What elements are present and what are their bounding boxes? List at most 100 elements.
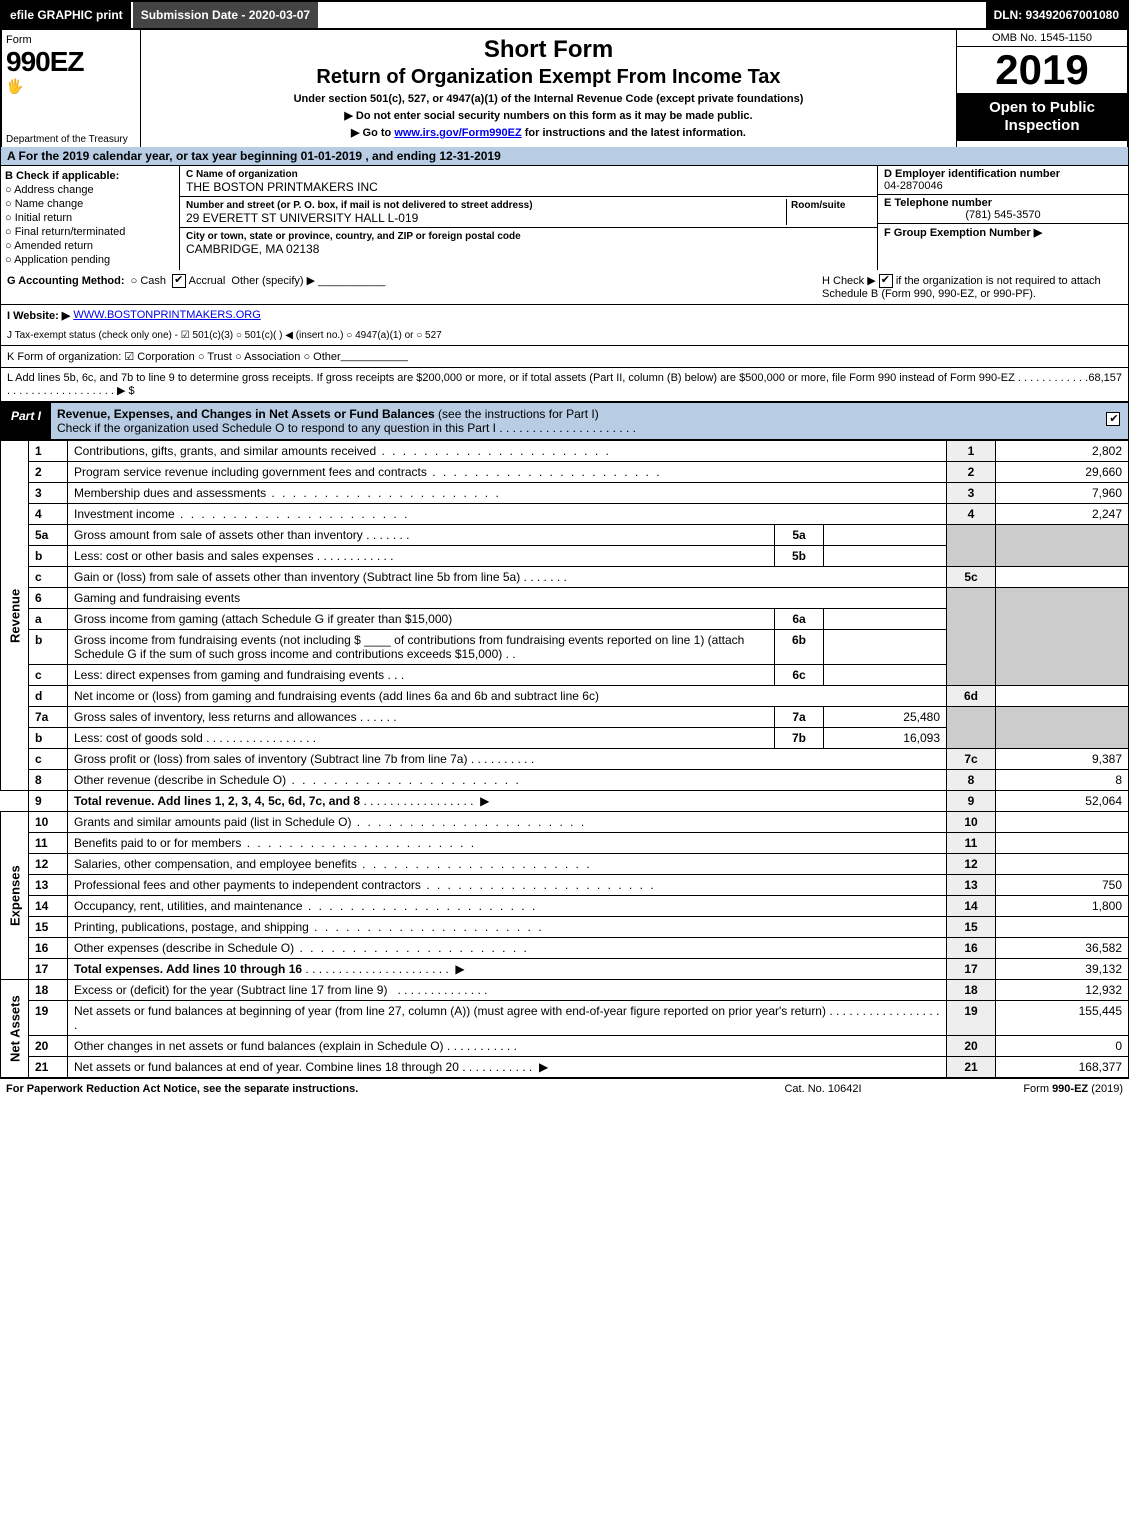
h-label: H Check ▶ xyxy=(822,275,876,287)
c-city-label: City or town, state or province, country… xyxy=(186,231,521,242)
l-text: L Add lines 5b, 6c, and 7b to line 9 to … xyxy=(7,372,1088,397)
l11-value xyxy=(996,833,1129,854)
c-name-label: C Name of organization xyxy=(186,169,298,180)
page-footer: For Paperwork Reduction Act Notice, see … xyxy=(0,1078,1129,1099)
l8-value: 8 xyxy=(996,770,1129,791)
f-group-label: F Group Exemption Number ▶ xyxy=(884,227,1042,239)
l6c-value xyxy=(824,665,947,686)
l21-value: 168,377 xyxy=(996,1057,1129,1078)
l7a-value: 25,480 xyxy=(824,707,947,728)
note-ssn: ▶ Do not enter social security numbers o… xyxy=(147,109,950,122)
row-g-h: G Accounting Method: ○ Cash Accrual Othe… xyxy=(0,270,1129,305)
omb-number: OMB No. 1545-1150 xyxy=(957,30,1127,47)
l17-value: 39,132 xyxy=(996,959,1129,980)
efile-print-button[interactable]: efile GRAPHIC print xyxy=(2,2,133,28)
form-word: Form xyxy=(6,34,136,46)
i-website-link[interactable]: WWW.BOSTONPRINTMAKERS.ORG xyxy=(73,309,260,322)
chk-address-change[interactable]: Address change xyxy=(5,184,175,196)
chk-amended-return[interactable]: Amended return xyxy=(5,240,175,252)
c-city-value: CAMBRIDGE, MA 02138 xyxy=(186,242,319,256)
l9-value: 52,064 xyxy=(996,791,1129,812)
row-k: K Form of organization: ☑ Corporation ○ … xyxy=(0,346,1129,368)
revenue-vlabel: Revenue xyxy=(1,441,29,791)
l2-value: 29,660 xyxy=(996,462,1129,483)
dln-label: DLN: 93492067001080 xyxy=(986,2,1127,28)
e-phone-label: E Telephone number xyxy=(884,197,992,209)
l5a-value xyxy=(824,525,947,546)
i-label: I Website: ▶ xyxy=(7,309,70,322)
e-phone-value: (781) 545-3570 xyxy=(884,209,1122,221)
c-street-label: Number and street (or P. O. box, if mail… xyxy=(186,200,533,211)
part-1-tab: Part I xyxy=(1,403,51,439)
row-l: L Add lines 5b, 6c, and 7b to line 9 to … xyxy=(0,368,1129,402)
footer-formref: Form 990-EZ (2019) xyxy=(923,1083,1123,1095)
box-b-label: B Check if applicable: xyxy=(5,170,175,182)
l6b-value xyxy=(824,630,947,665)
d-ein-value: 04-2870046 xyxy=(884,180,943,192)
part-1-title-bold: Revenue, Expenses, and Changes in Net As… xyxy=(57,407,435,421)
g-accrual-check[interactable] xyxy=(172,274,186,288)
line-a-tax-year: A For the 2019 calendar year, or tax yea… xyxy=(0,147,1129,166)
chk-final-return[interactable]: Final return/terminated xyxy=(5,226,175,238)
submission-date-button[interactable]: Submission Date - 2020-03-07 xyxy=(133,2,318,28)
part-1-title-rest: (see the instructions for Part I) xyxy=(438,407,599,421)
footer-catno: Cat. No. 10642I xyxy=(723,1083,923,1095)
chk-application-pending[interactable]: Application pending xyxy=(5,254,175,266)
g-other[interactable]: Other (specify) ▶ xyxy=(231,275,315,287)
dept-treasury: Department of the Treasury xyxy=(6,134,128,145)
l5b-value xyxy=(824,546,947,567)
note-goto: ▶ Go to www.irs.gov/Form990EZ for instru… xyxy=(147,126,950,139)
j-text: J Tax-exempt status (check only one) - ☑… xyxy=(7,330,442,341)
part-1-header: Part I Revenue, Expenses, and Changes in… xyxy=(0,402,1129,440)
l5c-value xyxy=(996,567,1129,588)
chk-initial-return[interactable]: Initial return xyxy=(5,212,175,224)
l6a-value xyxy=(824,609,947,630)
l13-value: 750 xyxy=(996,875,1129,896)
l6d-value xyxy=(996,686,1129,707)
l19-value: 155,445 xyxy=(996,1001,1129,1036)
l-amount: 68,157 xyxy=(1088,372,1122,397)
l14-value: 1,800 xyxy=(996,896,1129,917)
title-return: Return of Organization Exempt From Incom… xyxy=(147,66,950,89)
open-to-public: Open to Public Inspection xyxy=(957,93,1127,141)
form-number: 990EZ xyxy=(6,46,136,78)
l10-value xyxy=(996,812,1129,833)
l20-value: 0 xyxy=(996,1036,1129,1057)
l12-value xyxy=(996,854,1129,875)
irs-link[interactable]: www.irs.gov/Form990EZ xyxy=(394,127,521,139)
netassets-vlabel: Net Assets xyxy=(1,980,29,1078)
chk-name-change[interactable]: Name change xyxy=(5,198,175,210)
c-room-label: Room/suite xyxy=(791,200,845,211)
footer-paperwork: For Paperwork Reduction Act Notice, see … xyxy=(6,1083,723,1095)
l16-value: 36,582 xyxy=(996,938,1129,959)
g-cash[interactable]: Cash xyxy=(140,275,166,287)
box-b: B Check if applicable: Address change Na… xyxy=(1,166,180,270)
d-ein-label: D Employer identification number xyxy=(884,168,1060,180)
l1-value: 2,802 xyxy=(996,441,1129,462)
info-grid: B Check if applicable: Address change Na… xyxy=(0,166,1129,270)
part-1-check-line: Check if the organization used Schedule … xyxy=(57,421,636,435)
c-street-value: 29 EVERETT ST UNIVERSITY HALL L-019 xyxy=(186,211,418,225)
c-name-value: THE BOSTON PRINTMAKERS INC xyxy=(186,180,378,194)
part-1-schedule-o-check[interactable] xyxy=(1106,412,1120,426)
g-label: G Accounting Method: xyxy=(7,275,125,287)
l18-value: 12,932 xyxy=(996,980,1129,1001)
expenses-vlabel: Expenses xyxy=(1,812,29,980)
part-1-table: Revenue 1 Contributions, gifts, grants, … xyxy=(0,440,1129,1078)
box-c: C Name of organization THE BOSTON PRINTM… xyxy=(180,166,877,270)
h-checkbox[interactable] xyxy=(879,274,893,288)
row-j: J Tax-exempt status (check only one) - ☑… xyxy=(0,326,1129,346)
l3-value: 7,960 xyxy=(996,483,1129,504)
title-short-form: Short Form xyxy=(147,36,950,64)
box-def: D Employer identification number 04-2870… xyxy=(877,166,1128,270)
topbar: efile GRAPHIC print Submission Date - 20… xyxy=(0,0,1129,30)
l4-value: 2,247 xyxy=(996,504,1129,525)
k-text: K Form of organization: ☑ Corporation ○ … xyxy=(7,350,341,363)
l15-value xyxy=(996,917,1129,938)
l7c-value: 9,387 xyxy=(996,749,1129,770)
form-header: Form 990EZ 🖐 Department of the Treasury … xyxy=(0,30,1129,147)
l7b-value: 16,093 xyxy=(824,728,947,749)
subtitle: Under section 501(c), 527, or 4947(a)(1)… xyxy=(147,93,950,105)
row-i: I Website: ▶ WWW.BOSTONPRINTMAKERS.ORG xyxy=(0,305,1129,326)
tax-year: 2019 xyxy=(957,47,1127,93)
